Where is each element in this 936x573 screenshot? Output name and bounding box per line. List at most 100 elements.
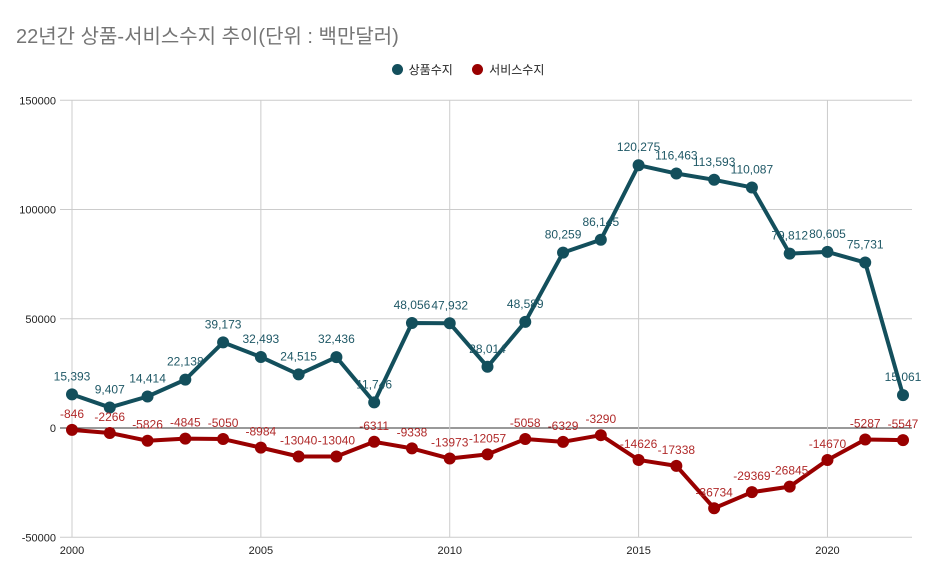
data-point xyxy=(254,351,267,364)
data-point xyxy=(368,396,381,409)
data-label: -14670 xyxy=(809,437,847,451)
data-label: 110,087 xyxy=(731,162,774,176)
legend-item-goods[interactable]: 상품수지 xyxy=(391,61,453,78)
data-label: -13973 xyxy=(431,436,469,450)
data-point xyxy=(443,317,456,330)
data-point xyxy=(708,502,721,515)
y-tick-label: 0 xyxy=(50,423,56,435)
data-label: -4845 xyxy=(170,416,201,430)
data-point xyxy=(632,159,645,172)
data-label: 47,932 xyxy=(431,298,468,312)
data-label: -14626 xyxy=(620,437,658,451)
data-point xyxy=(405,442,418,455)
data-point xyxy=(66,423,78,436)
data-label: 14,414 xyxy=(129,372,166,386)
data-label: 15,061 xyxy=(885,370,922,384)
data-point xyxy=(141,434,154,447)
x-tick-label: 2015 xyxy=(626,545,650,557)
data-label: -8984 xyxy=(246,425,277,439)
data-label: -9338 xyxy=(397,425,428,439)
data-point xyxy=(217,336,230,349)
data-point xyxy=(670,167,683,180)
data-label: 120,275 xyxy=(617,140,661,154)
data-point xyxy=(481,360,494,373)
data-label: -5058 xyxy=(510,416,541,430)
data-point xyxy=(217,433,230,446)
data-label: 80,259 xyxy=(545,228,582,242)
data-label: 9,407 xyxy=(95,382,125,396)
data-label: -26845 xyxy=(771,464,809,478)
data-point xyxy=(405,316,418,329)
data-point xyxy=(897,389,909,402)
data-label: -6311 xyxy=(359,419,389,433)
data-label: -5547 xyxy=(888,417,919,431)
data-label: -5050 xyxy=(208,416,239,430)
x-tick-label: 2010 xyxy=(437,545,461,557)
x-tick-label: 2000 xyxy=(60,545,84,557)
data-point xyxy=(519,433,532,446)
data-label: -29369 xyxy=(733,469,771,483)
data-label: -13040 xyxy=(318,433,356,447)
y-tick-label: 150000 xyxy=(19,95,56,107)
data-point xyxy=(519,315,532,328)
data-label: -846 xyxy=(60,407,84,421)
data-label: -5826 xyxy=(132,418,163,432)
data-label: -3290 xyxy=(585,412,616,426)
data-point xyxy=(103,401,116,414)
data-point xyxy=(557,435,570,448)
data-label: -6329 xyxy=(548,419,579,433)
data-point xyxy=(745,486,758,499)
legend-marker xyxy=(472,64,484,75)
data-point xyxy=(821,245,834,258)
data-point xyxy=(330,351,343,364)
data-point xyxy=(179,432,192,445)
data-point xyxy=(330,450,343,463)
data-point xyxy=(859,433,872,446)
data-point xyxy=(859,256,872,269)
data-label: 113,593 xyxy=(693,155,736,169)
data-label: 24,515 xyxy=(280,349,317,363)
legend: 상품수지 서비스수지 xyxy=(0,61,936,78)
data-label: 75,731 xyxy=(847,238,884,252)
data-point xyxy=(745,181,758,194)
data-point xyxy=(103,426,116,439)
data-point xyxy=(708,173,721,186)
data-label: 79,812 xyxy=(771,229,808,243)
data-label: -17338 xyxy=(658,443,696,457)
data-point xyxy=(594,233,607,246)
data-label: 28,014 xyxy=(469,342,506,356)
y-tick-label: 100000 xyxy=(19,205,56,217)
data-point xyxy=(141,390,154,403)
data-point xyxy=(557,246,570,259)
data-label: 32,436 xyxy=(318,332,355,346)
data-label: -2266 xyxy=(94,410,125,424)
x-tick-label: 2020 xyxy=(815,545,839,557)
legend-item-services[interactable]: 서비스수지 xyxy=(472,61,544,78)
data-label: 86,145 xyxy=(582,215,619,229)
data-point xyxy=(670,459,683,472)
data-point xyxy=(66,388,78,401)
data-point xyxy=(292,368,305,381)
data-point xyxy=(897,434,909,447)
data-point xyxy=(594,429,607,442)
data-label: -12057 xyxy=(469,431,507,445)
data-label: 80,605 xyxy=(809,227,846,241)
data-label: 39,173 xyxy=(205,317,242,331)
data-point xyxy=(632,453,645,466)
data-label: 116,463 xyxy=(655,149,698,163)
data-point xyxy=(783,480,796,493)
data-label: 32,493 xyxy=(243,332,280,346)
data-point xyxy=(783,247,796,260)
data-label: -5287 xyxy=(850,417,881,431)
y-tick-label: 50000 xyxy=(25,314,56,326)
data-point xyxy=(254,441,267,454)
data-point xyxy=(821,454,834,467)
chart-title: 22년간 상품-서비스수지 추이(단위 : 백만달러) xyxy=(16,26,399,48)
data-label: -13040 xyxy=(280,433,318,447)
data-label: 15,393 xyxy=(54,369,91,383)
legend-marker xyxy=(391,64,403,75)
x-tick-label: 2005 xyxy=(249,545,273,557)
y-tick-label: -50000 xyxy=(22,532,56,544)
